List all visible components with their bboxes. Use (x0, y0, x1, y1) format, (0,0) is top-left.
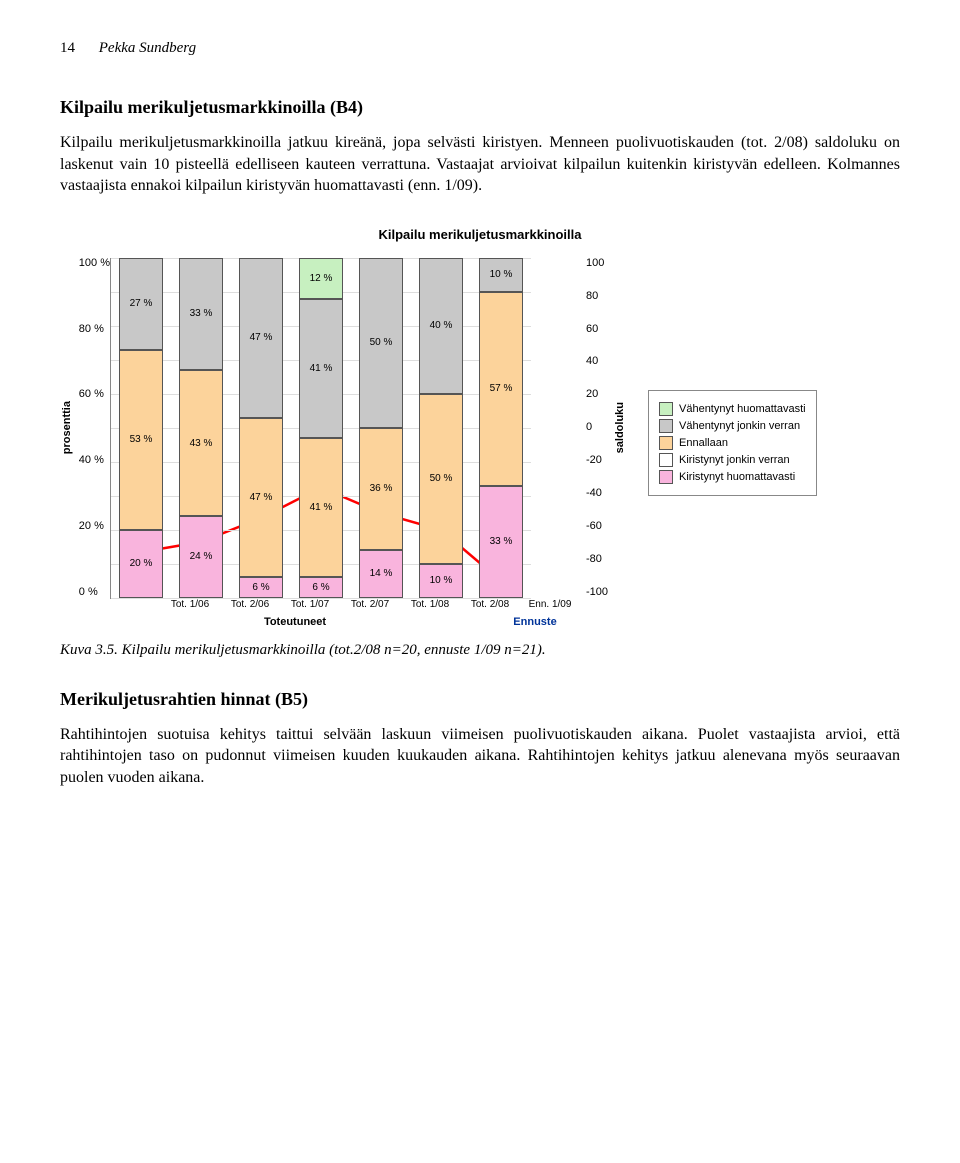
y-left-tick: 0 % (79, 587, 110, 598)
legend-label: Kiristynyt jonkin verran (679, 454, 790, 466)
y-right-tick: -60 (586, 521, 608, 532)
legend-item: Vähentynyt huomattavasti (659, 402, 806, 416)
y-right-tick: 40 (586, 356, 608, 367)
y-left-label: prosenttia (61, 401, 73, 454)
y-right-tick: 100 (586, 258, 608, 269)
chart-legend: Vähentynyt huomattavasti Vähentynyt jonki… (648, 390, 817, 496)
legend-swatch (659, 453, 673, 467)
bar-segment: 43 % (179, 370, 223, 516)
y-right-tick: -80 (586, 554, 608, 565)
page-number: 14 (60, 40, 75, 56)
sublabel-toteutuneet: Toteutuneet (160, 616, 430, 628)
author-name: Pekka Sundberg (99, 40, 196, 56)
bar-segment: 14 % (359, 550, 403, 598)
y-right-tick: -40 (586, 488, 608, 499)
y-right-tick: -20 (586, 455, 608, 466)
section2-title: Merikuljetusrahtien hinnat (B5) (60, 689, 900, 710)
legend-swatch (659, 419, 673, 433)
bar-segment: 41 % (299, 299, 343, 438)
x-tick: Tot. 2/06 (220, 599, 280, 610)
bar-column: 6 %47 %47 % (239, 258, 283, 598)
bar-segment: 47 % (239, 418, 283, 578)
bar-segment: 47 % (239, 258, 283, 418)
y-left-tick: 100 % (79, 258, 110, 269)
x-tick: Tot. 1/08 (400, 599, 460, 610)
x-tick: Tot. 2/08 (460, 599, 520, 610)
bar-column: 6 %41 %41 %12 % (299, 258, 343, 598)
legend-item: Vähentynyt jonkin verran (659, 419, 806, 433)
section1-title: Kilpailu merikuljetusmarkkinoilla (B4) (60, 97, 900, 118)
bar-segment: 20 % (119, 530, 163, 598)
chart-container: Kilpailu merikuljetusmarkkinoilla prosen… (60, 227, 900, 659)
bar-segment: 50 % (419, 394, 463, 564)
x-tick: Enn. 1/09 (520, 599, 580, 610)
legend-swatch (659, 470, 673, 484)
y-left-tick: 20 % (79, 521, 110, 532)
y-axis-right: 100 80 60 40 20 0 -20 -40 -60 -80 -100 saldoluku (586, 258, 632, 598)
chart-caption: Kuva 3.5. Kilpailu merikuljetusmarkkinoi… (60, 642, 900, 659)
bar-segment: 10 % (479, 258, 523, 292)
y-right-tick: -100 (586, 587, 608, 598)
legend-swatch (659, 402, 673, 416)
x-tick: Tot. 2/07 (340, 599, 400, 610)
x-axis-sublabels: Toteutuneet Ennuste (160, 616, 580, 628)
y-right-tick: 60 (586, 324, 608, 335)
y-left-tick: 60 % (79, 389, 110, 400)
bar-segment: 57 % (479, 292, 523, 486)
sublabel-ennuste: Ennuste (490, 616, 580, 628)
bar-segment: 36 % (359, 428, 403, 550)
bar-column: 14 %36 %50 % (359, 258, 403, 598)
legend-label: Vähentynyt jonkin verran (679, 420, 800, 432)
legend-label: Kiristynyt huomattavasti (679, 471, 795, 483)
legend-item: Kiristynyt huomattavasti (659, 470, 806, 484)
y-axis-left: prosenttia 100 % 80 % 60 % 40 % 20 % 0 % (60, 258, 110, 598)
bar-segment: 41 % (299, 438, 343, 577)
section1-paragraph: Kilpailu merikuljetusmarkkinoilla jatkuu… (60, 132, 900, 197)
bar-column: 20 %53 %27 % (119, 258, 163, 598)
bar-segment: 24 % (179, 516, 223, 598)
page-header: 14 Pekka Sundberg (60, 40, 900, 57)
y-right-label: saldoluku (614, 402, 626, 453)
x-tick: Tot. 1/06 (160, 599, 220, 610)
legend-swatch (659, 436, 673, 450)
bar-segment: 6 % (299, 577, 343, 597)
bar-segment: 33 % (179, 258, 223, 370)
y-left-tick: 40 % (79, 455, 110, 466)
x-tick: Tot. 1/07 (280, 599, 340, 610)
y-right-tick: 20 (586, 389, 608, 400)
grid-line (111, 598, 531, 599)
bar-segment: 50 % (359, 258, 403, 428)
bar-segment: 12 % (299, 258, 343, 299)
bar-segment: 40 % (419, 258, 463, 394)
section2-paragraph: Rahtihintojen suotuisa kehitys taittui s… (60, 724, 900, 789)
bar-segment: 6 % (239, 577, 283, 597)
x-axis: Tot. 1/06Tot. 2/06Tot. 1/07Tot. 2/07Tot.… (160, 599, 580, 610)
legend-label: Ennallaan (679, 437, 728, 449)
bar-segment: 53 % (119, 350, 163, 530)
chart-area: prosenttia 100 %80 %60 %40 %20 %0 % -73-… (60, 258, 900, 628)
bar-column: 33 %57 %10 % (479, 258, 523, 598)
bar-segment: 33 % (479, 486, 523, 598)
y-right-tick: 80 (586, 291, 608, 302)
y-right-tick: 0 (586, 422, 608, 433)
legend-item: Ennallaan (659, 436, 806, 450)
bar-column: 24 %43 %33 % (179, 258, 223, 598)
chart-plot: -73-67-53-35-50-60-90 20 %53 %27 %24 %43… (110, 258, 531, 599)
bar-segment: 27 % (119, 258, 163, 350)
bar-segment: 10 % (419, 564, 463, 598)
legend-item: Kiristynyt jonkin verran (659, 453, 806, 467)
chart-title: Kilpailu merikuljetusmarkkinoilla (60, 227, 900, 242)
bar-column: 10 %50 %40 % (419, 258, 463, 598)
legend-label: Vähentynyt huomattavasti (679, 403, 806, 415)
y-left-tick: 80 % (79, 324, 110, 335)
